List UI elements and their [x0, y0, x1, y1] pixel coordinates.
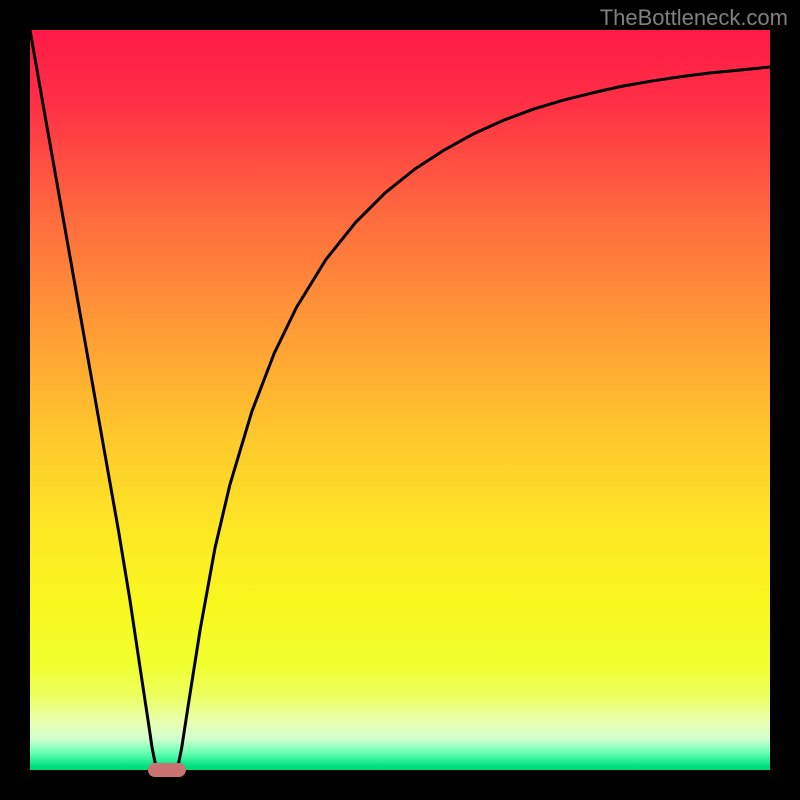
chart-background — [30, 30, 770, 770]
bottleneck-chart — [0, 0, 800, 800]
optimal-marker — [148, 763, 186, 777]
chart-container: { "watermark": { "text": "TheBottleneck.… — [0, 0, 800, 800]
watermark-text: TheBottleneck.com — [600, 5, 788, 31]
